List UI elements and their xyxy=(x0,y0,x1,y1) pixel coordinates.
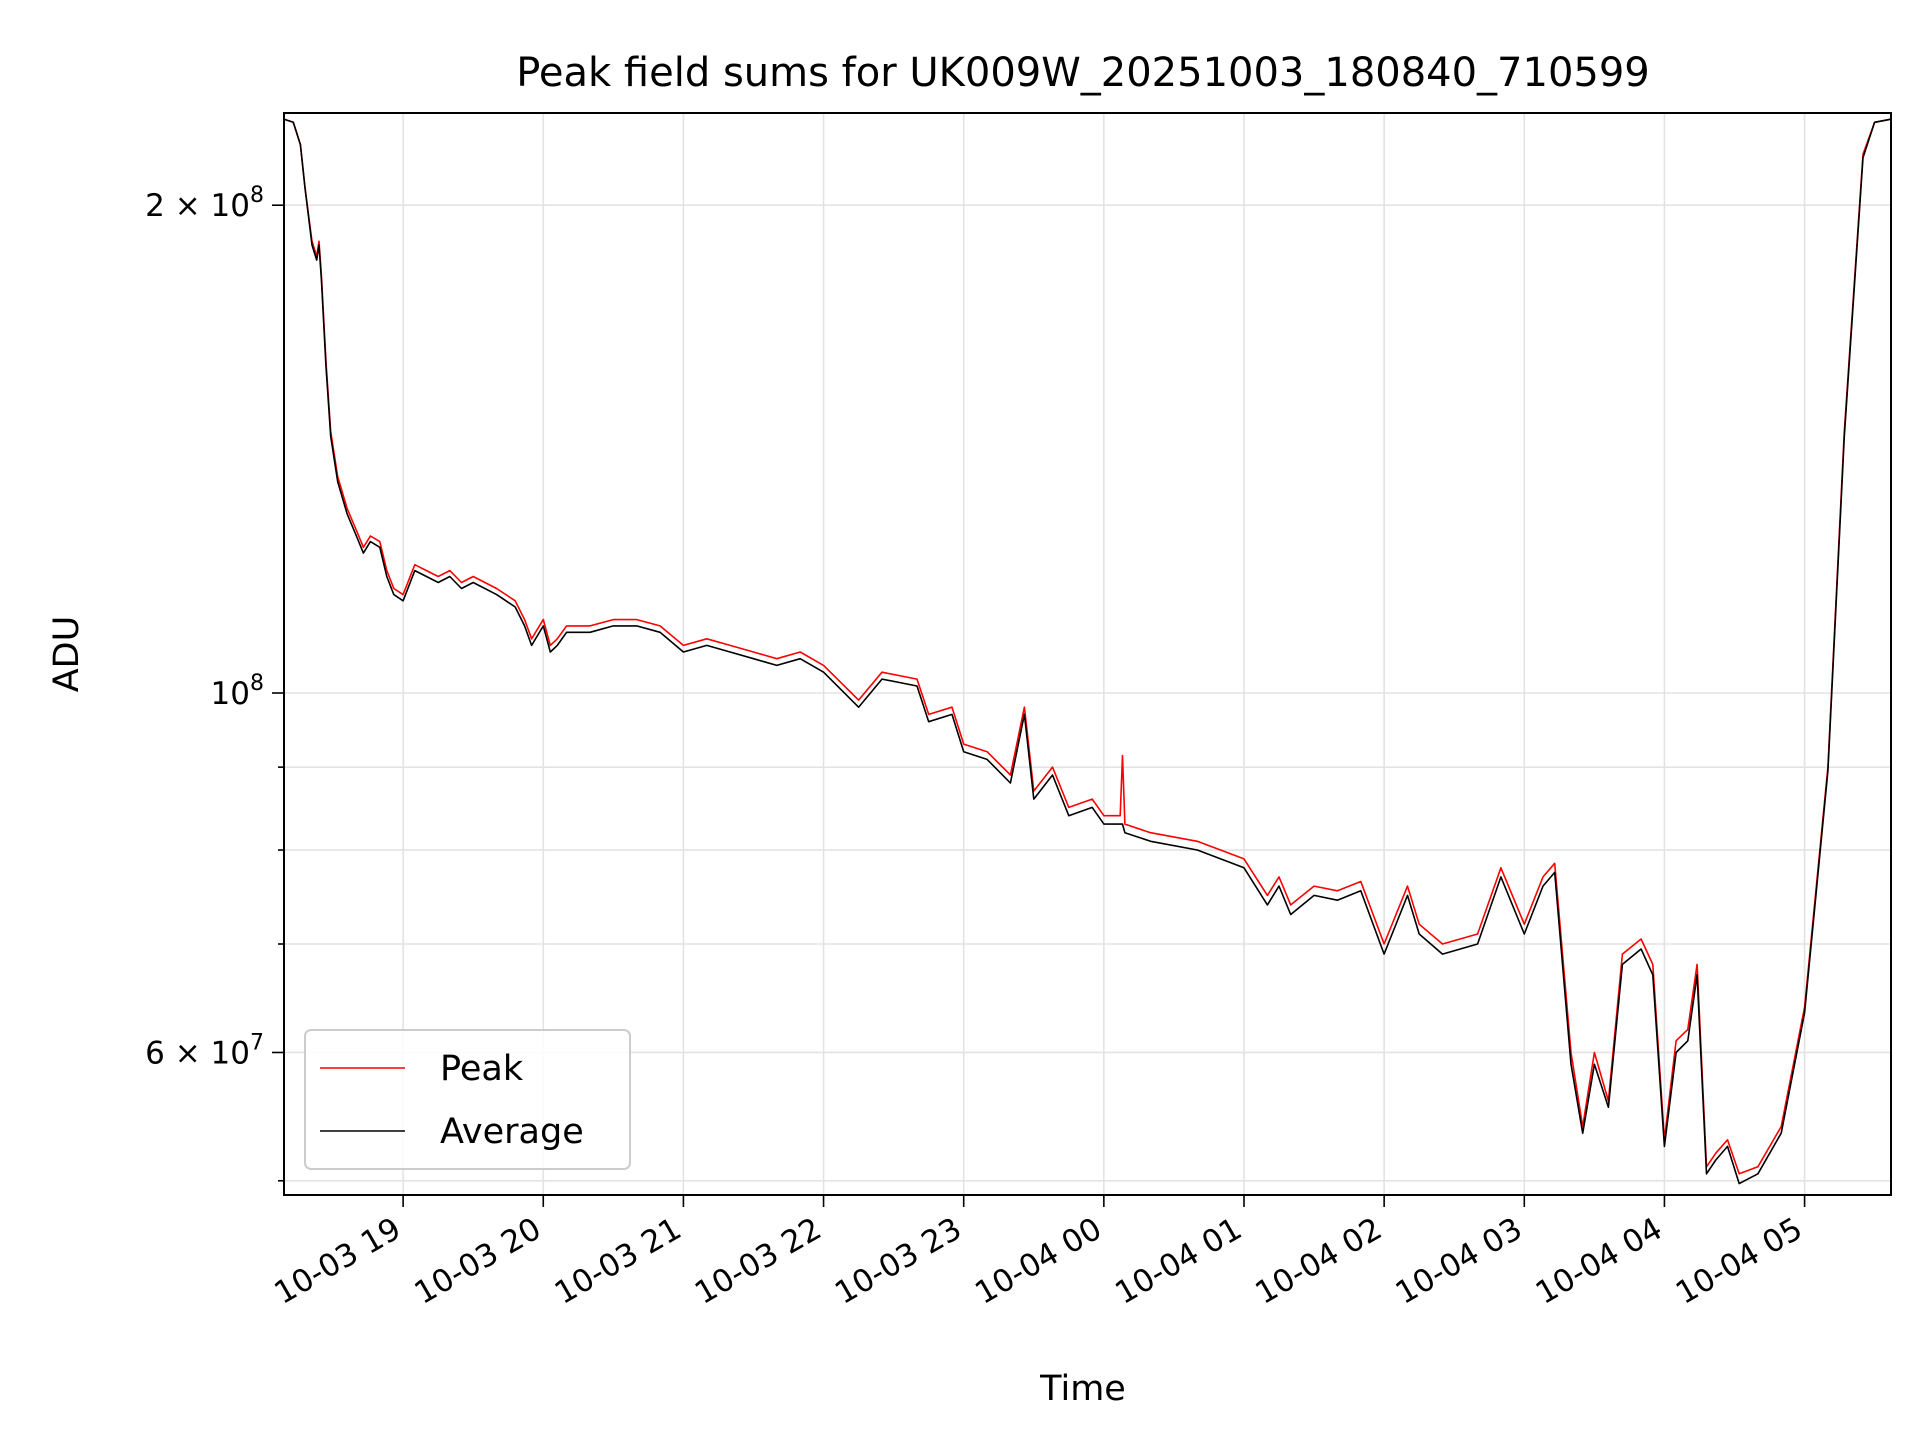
series-line-average xyxy=(283,118,1892,1185)
series-lines xyxy=(283,118,1892,1185)
y-axis: 2 × 108 108 6 × 107 xyxy=(145,183,284,1182)
legend-label-peak: Peak xyxy=(440,1049,524,1089)
y-tick-label: 108 xyxy=(211,671,264,712)
series-line-peak xyxy=(283,118,1892,1175)
y-tick-label: 2 × 108 xyxy=(145,183,264,224)
x-axis-label: Time xyxy=(1039,1369,1126,1409)
y-tick-label: 6 × 107 xyxy=(145,1030,264,1071)
legend: Peak Average xyxy=(304,1029,631,1170)
plot-frame xyxy=(283,112,1892,1196)
chart-title: Peak field sums for UK009W_20251003_1808… xyxy=(516,50,1650,96)
y-axis-label: ADU xyxy=(47,616,87,693)
legend-box xyxy=(304,1029,631,1170)
legend-label-average: Average xyxy=(440,1112,584,1152)
